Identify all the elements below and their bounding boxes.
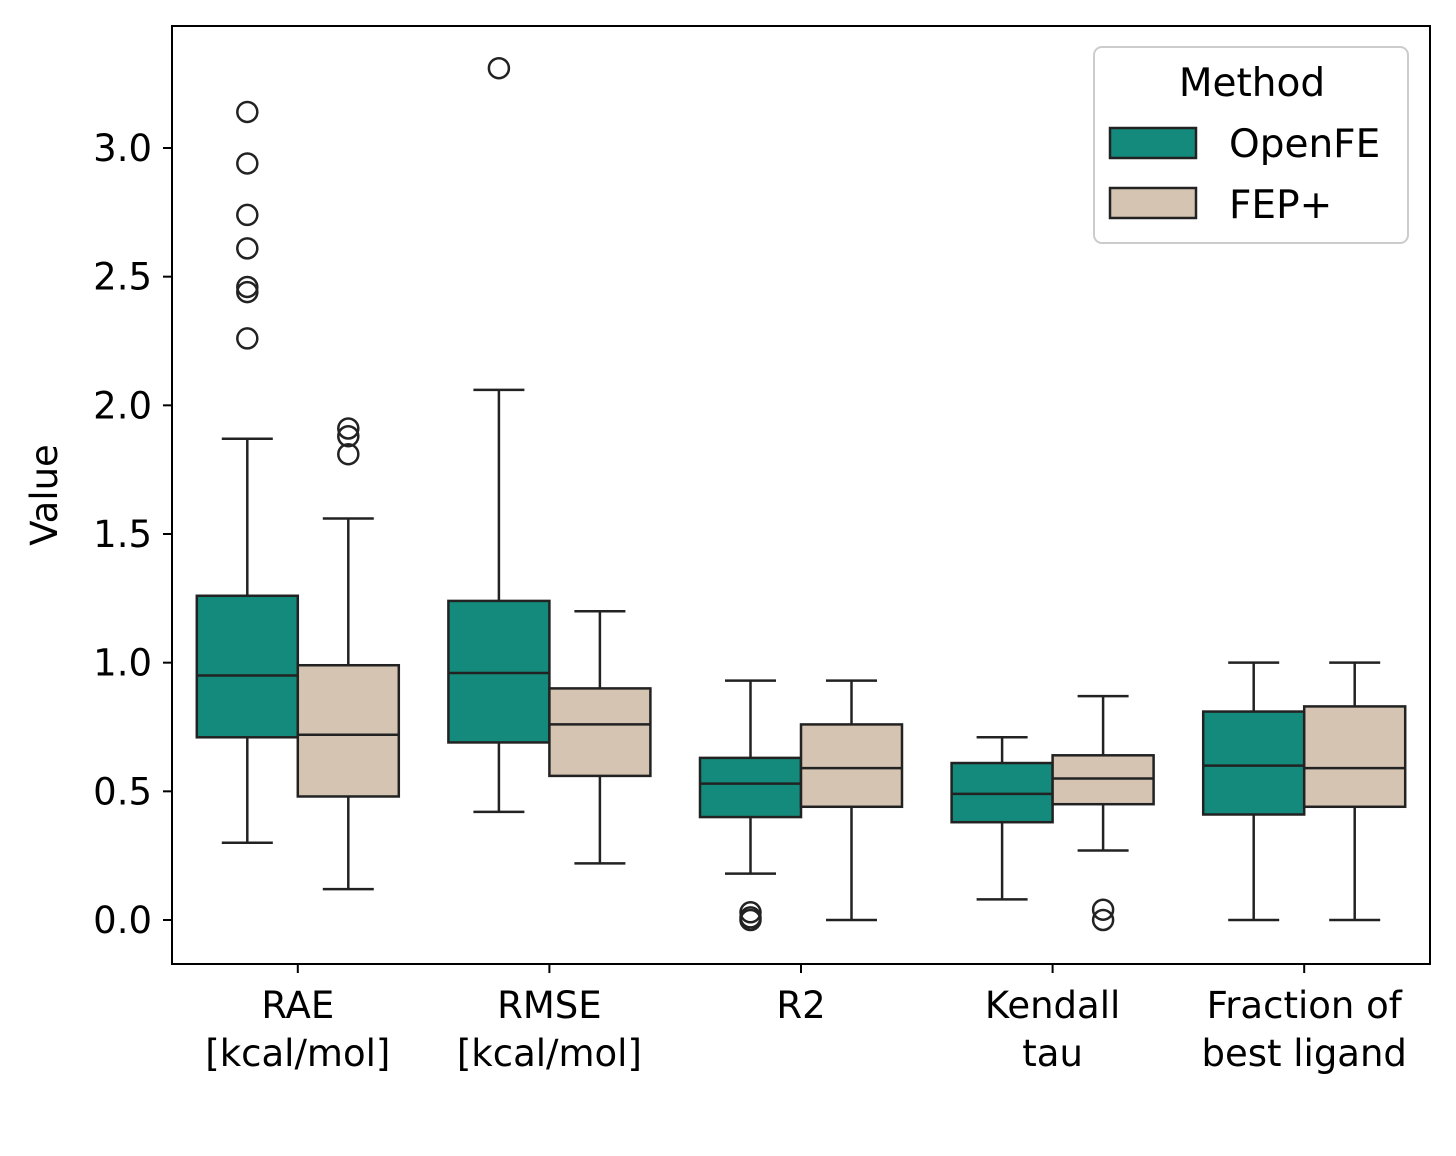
legend-swatch-fepplus — [1108, 186, 1198, 220]
x-tick-label-line: [kcal/mol] — [457, 1032, 642, 1075]
outlier-point — [739, 901, 762, 924]
box-openfe — [447, 56, 551, 814]
outlier-point — [236, 275, 259, 299]
x-tick-label-line: RAE — [261, 984, 334, 1027]
legend-label-fepplus: FEP+ — [1229, 183, 1332, 228]
box-iqr — [799, 723, 904, 809]
box-fep — [296, 417, 401, 891]
outlier-point — [487, 56, 511, 80]
box-fep — [1051, 694, 1155, 932]
x-tick-label-line: best ligand — [1201, 1032, 1406, 1075]
y-tick-label: 1.5 — [93, 513, 152, 556]
box-iqr — [950, 761, 1054, 824]
box-iqr — [195, 594, 300, 739]
x-tick-label: RAE [kcal/mol] — [205, 984, 390, 1075]
box-iqr — [1051, 754, 1155, 806]
x-tick-label-line: RMSE — [497, 984, 602, 1027]
outlier-point — [337, 417, 360, 440]
outlier-point — [337, 442, 360, 466]
x-tick-label-line: tau — [1022, 1032, 1083, 1075]
x-tick-label-line: [kcal/mol] — [205, 1032, 390, 1075]
outlier-point — [236, 152, 259, 175]
y-tick-label: 1.0 — [93, 642, 152, 685]
box-iqr — [1302, 705, 1407, 809]
box-fep — [548, 609, 652, 865]
box-iqr — [296, 663, 401, 798]
x-tick-label: Fraction of best ligand — [1201, 984, 1406, 1075]
outlier-point — [236, 203, 259, 227]
outlier-point — [337, 424, 360, 448]
x-tick-label-line: Kendall — [985, 984, 1120, 1027]
box-openfe — [1201, 661, 1306, 922]
y-axis: 0.0 0.5 1.0 1.5 2.0 2.5 3.0 — [93, 127, 172, 942]
x-tick-label-line: Fraction of — [1207, 984, 1403, 1027]
y-tick-label: 2.0 — [93, 384, 152, 427]
box-fep — [799, 679, 904, 922]
y-axis-label: Value — [23, 444, 66, 546]
plot-layer — [195, 56, 1407, 932]
x-tick-label: RMSE [kcal/mol] — [457, 984, 642, 1075]
box-iqr — [1201, 710, 1306, 816]
x-axis: RAE [kcal/mol] RMSE [kcal/mol] R2 Kendall tau F… — [205, 964, 1407, 1075]
x-tick-label-line: R2 — [776, 984, 825, 1027]
x-tick-label: R2 — [776, 984, 825, 1027]
outlier-point — [236, 100, 259, 124]
legend-label-openfe: OpenFE — [1229, 122, 1380, 167]
box-openfe — [950, 736, 1054, 901]
box-fep — [1302, 661, 1407, 922]
legend-swatch-openfe — [1108, 126, 1198, 160]
box-openfe — [195, 100, 300, 845]
outlier-point — [236, 280, 259, 304]
outlier-point — [236, 237, 259, 260]
y-tick-label: 3.0 — [93, 127, 152, 170]
outlier-point — [236, 327, 259, 350]
y-tick-label: 0.0 — [93, 899, 152, 942]
legend-title: Method — [1179, 61, 1325, 106]
outlier-point — [1091, 908, 1115, 932]
box-iqr — [698, 756, 803, 819]
box-openfe — [698, 679, 803, 932]
outlier-point — [1091, 898, 1115, 921]
legend[interactable]: Method OpenFE FEP+ — [1093, 46, 1409, 244]
y-tick-label: 0.5 — [93, 770, 152, 813]
y-tick-label: 2.5 — [93, 256, 152, 299]
box-iqr — [447, 599, 551, 744]
x-tick-label: Kendall tau — [985, 984, 1120, 1075]
box-iqr — [548, 687, 652, 778]
